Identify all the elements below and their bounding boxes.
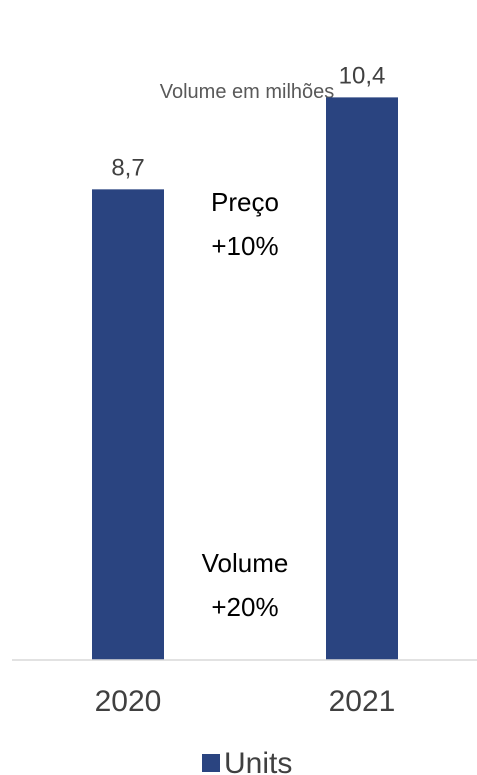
bar-2021 — [326, 97, 398, 660]
annotation-volume-line-1: Volume — [202, 548, 289, 578]
x-tick-label-2020: 2020 — [95, 685, 162, 718]
data-label-2021: 10,4 — [339, 62, 386, 89]
bars-group — [92, 97, 398, 660]
annotation-volume: Volume +20% — [202, 548, 289, 622]
legend: Units — [202, 747, 292, 775]
legend-label-units: Units — [224, 747, 292, 775]
x-tick-label-2021: 2021 — [329, 685, 396, 718]
annotation-price-line-2: +10% — [211, 231, 278, 261]
annotation-price: Preço +10% — [211, 187, 279, 261]
chart-title: Volume em milhões — [160, 81, 335, 103]
data-labels-group: 8,7 10,4 — [111, 62, 385, 181]
legend-swatch — [202, 754, 220, 772]
annotation-price-line-1: Preço — [211, 187, 279, 217]
annotation-volume-line-2: +20% — [211, 592, 278, 622]
data-label-2020: 8,7 — [111, 154, 144, 181]
bar-2020 — [92, 189, 164, 660]
x-tick-labels-group: 2020 2021 — [95, 685, 396, 718]
